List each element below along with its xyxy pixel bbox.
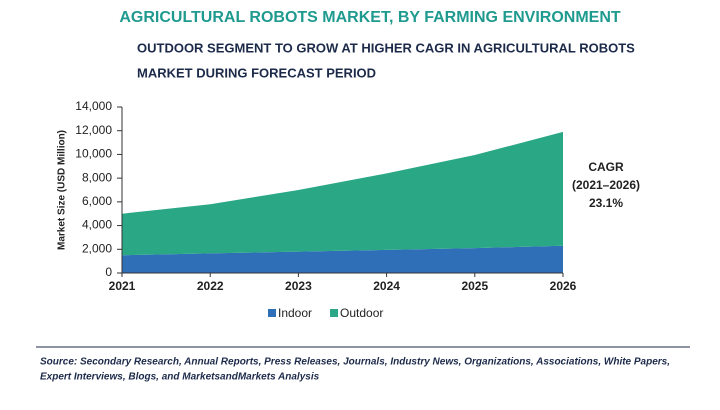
legend-swatch [330,309,339,317]
x-tick-label: 2024 [373,279,400,293]
annotation: (2021–2026) [572,178,640,192]
y-tick-label: 10,000 [75,147,112,161]
chart-subtitle: OUTDOOR SEGMENT TO GROW AT HIGHER CAGR I… [137,40,635,55]
y-tick-label: 4,000 [82,218,112,232]
source-note: Source: Secondary Research, Annual Repor… [40,357,670,368]
y-tick-label: 14,000 [75,99,112,113]
area [122,245,563,273]
y-tick-label: 0 [105,265,112,279]
annotation: 23.1% [589,196,623,210]
source-note: Expert Interviews, Blogs, and Marketsand… [40,372,320,383]
x-tick-label: 2025 [461,279,488,293]
y-axis-title: Market Size (USD Million) [57,130,68,250]
x-tick-label: 2023 [285,279,312,293]
x-tick-label: 2026 [550,279,577,293]
legend-label: Outdoor [340,306,383,320]
legend-swatch [268,309,276,317]
area [122,131,563,256]
annotation: CAGR [588,160,624,174]
legend-label: Indoor [278,306,312,320]
y-tick-label: 12,000 [75,123,112,137]
chart-subtitle: MARKET DURING FORECAST PERIOD [137,65,376,80]
chart-title: AGRICULTURAL ROBOTS MARKET, BY FARMING E… [119,9,621,26]
y-tick-label: 6,000 [82,194,112,208]
y-tick-label: 8,000 [82,170,112,184]
x-tick-label: 2021 [109,279,136,293]
y-tick-label: 2,000 [82,241,112,255]
x-tick-label: 2022 [197,279,224,293]
